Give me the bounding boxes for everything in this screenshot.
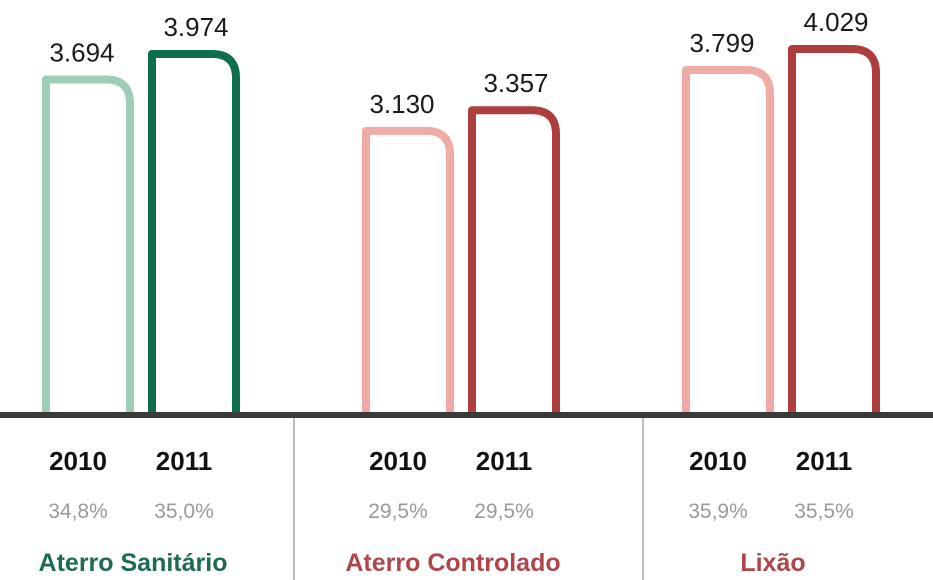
value-label: 3.799 (689, 28, 754, 58)
percent-label: 35,9% (688, 500, 748, 523)
bar-0-1 (148, 50, 240, 416)
value-label: 3.130 (369, 89, 434, 119)
percent-label: 29,5% (474, 500, 534, 523)
bar-2-0 (682, 65, 774, 416)
value-label: 4.029 (803, 7, 868, 37)
year-label: 2011 (476, 446, 532, 476)
year-label: 2010 (49, 446, 107, 476)
year-label: 2011 (796, 446, 852, 476)
value-label: 3.974 (163, 12, 228, 42)
bar-0-0 (42, 75, 134, 416)
category-label: Aterro Sanitário (39, 549, 228, 577)
category-label: Lixão (740, 549, 805, 577)
value-label: 3.694 (49, 38, 114, 68)
value-label: 3.357 (483, 68, 548, 98)
percent-label: 35,5% (794, 500, 854, 523)
percent-label: 34,8% (48, 500, 108, 523)
category-label: Aterro Controlado (345, 549, 560, 577)
percent-label: 35,0% (154, 500, 214, 523)
year-label: 2010 (369, 446, 427, 476)
percent-label: 29,5% (368, 500, 428, 523)
year-label: 2010 (689, 446, 747, 476)
bar-1-0 (362, 126, 454, 416)
year-label: 2011 (156, 446, 212, 476)
bar-1-1 (468, 106, 560, 416)
bar-2-1 (788, 45, 880, 416)
